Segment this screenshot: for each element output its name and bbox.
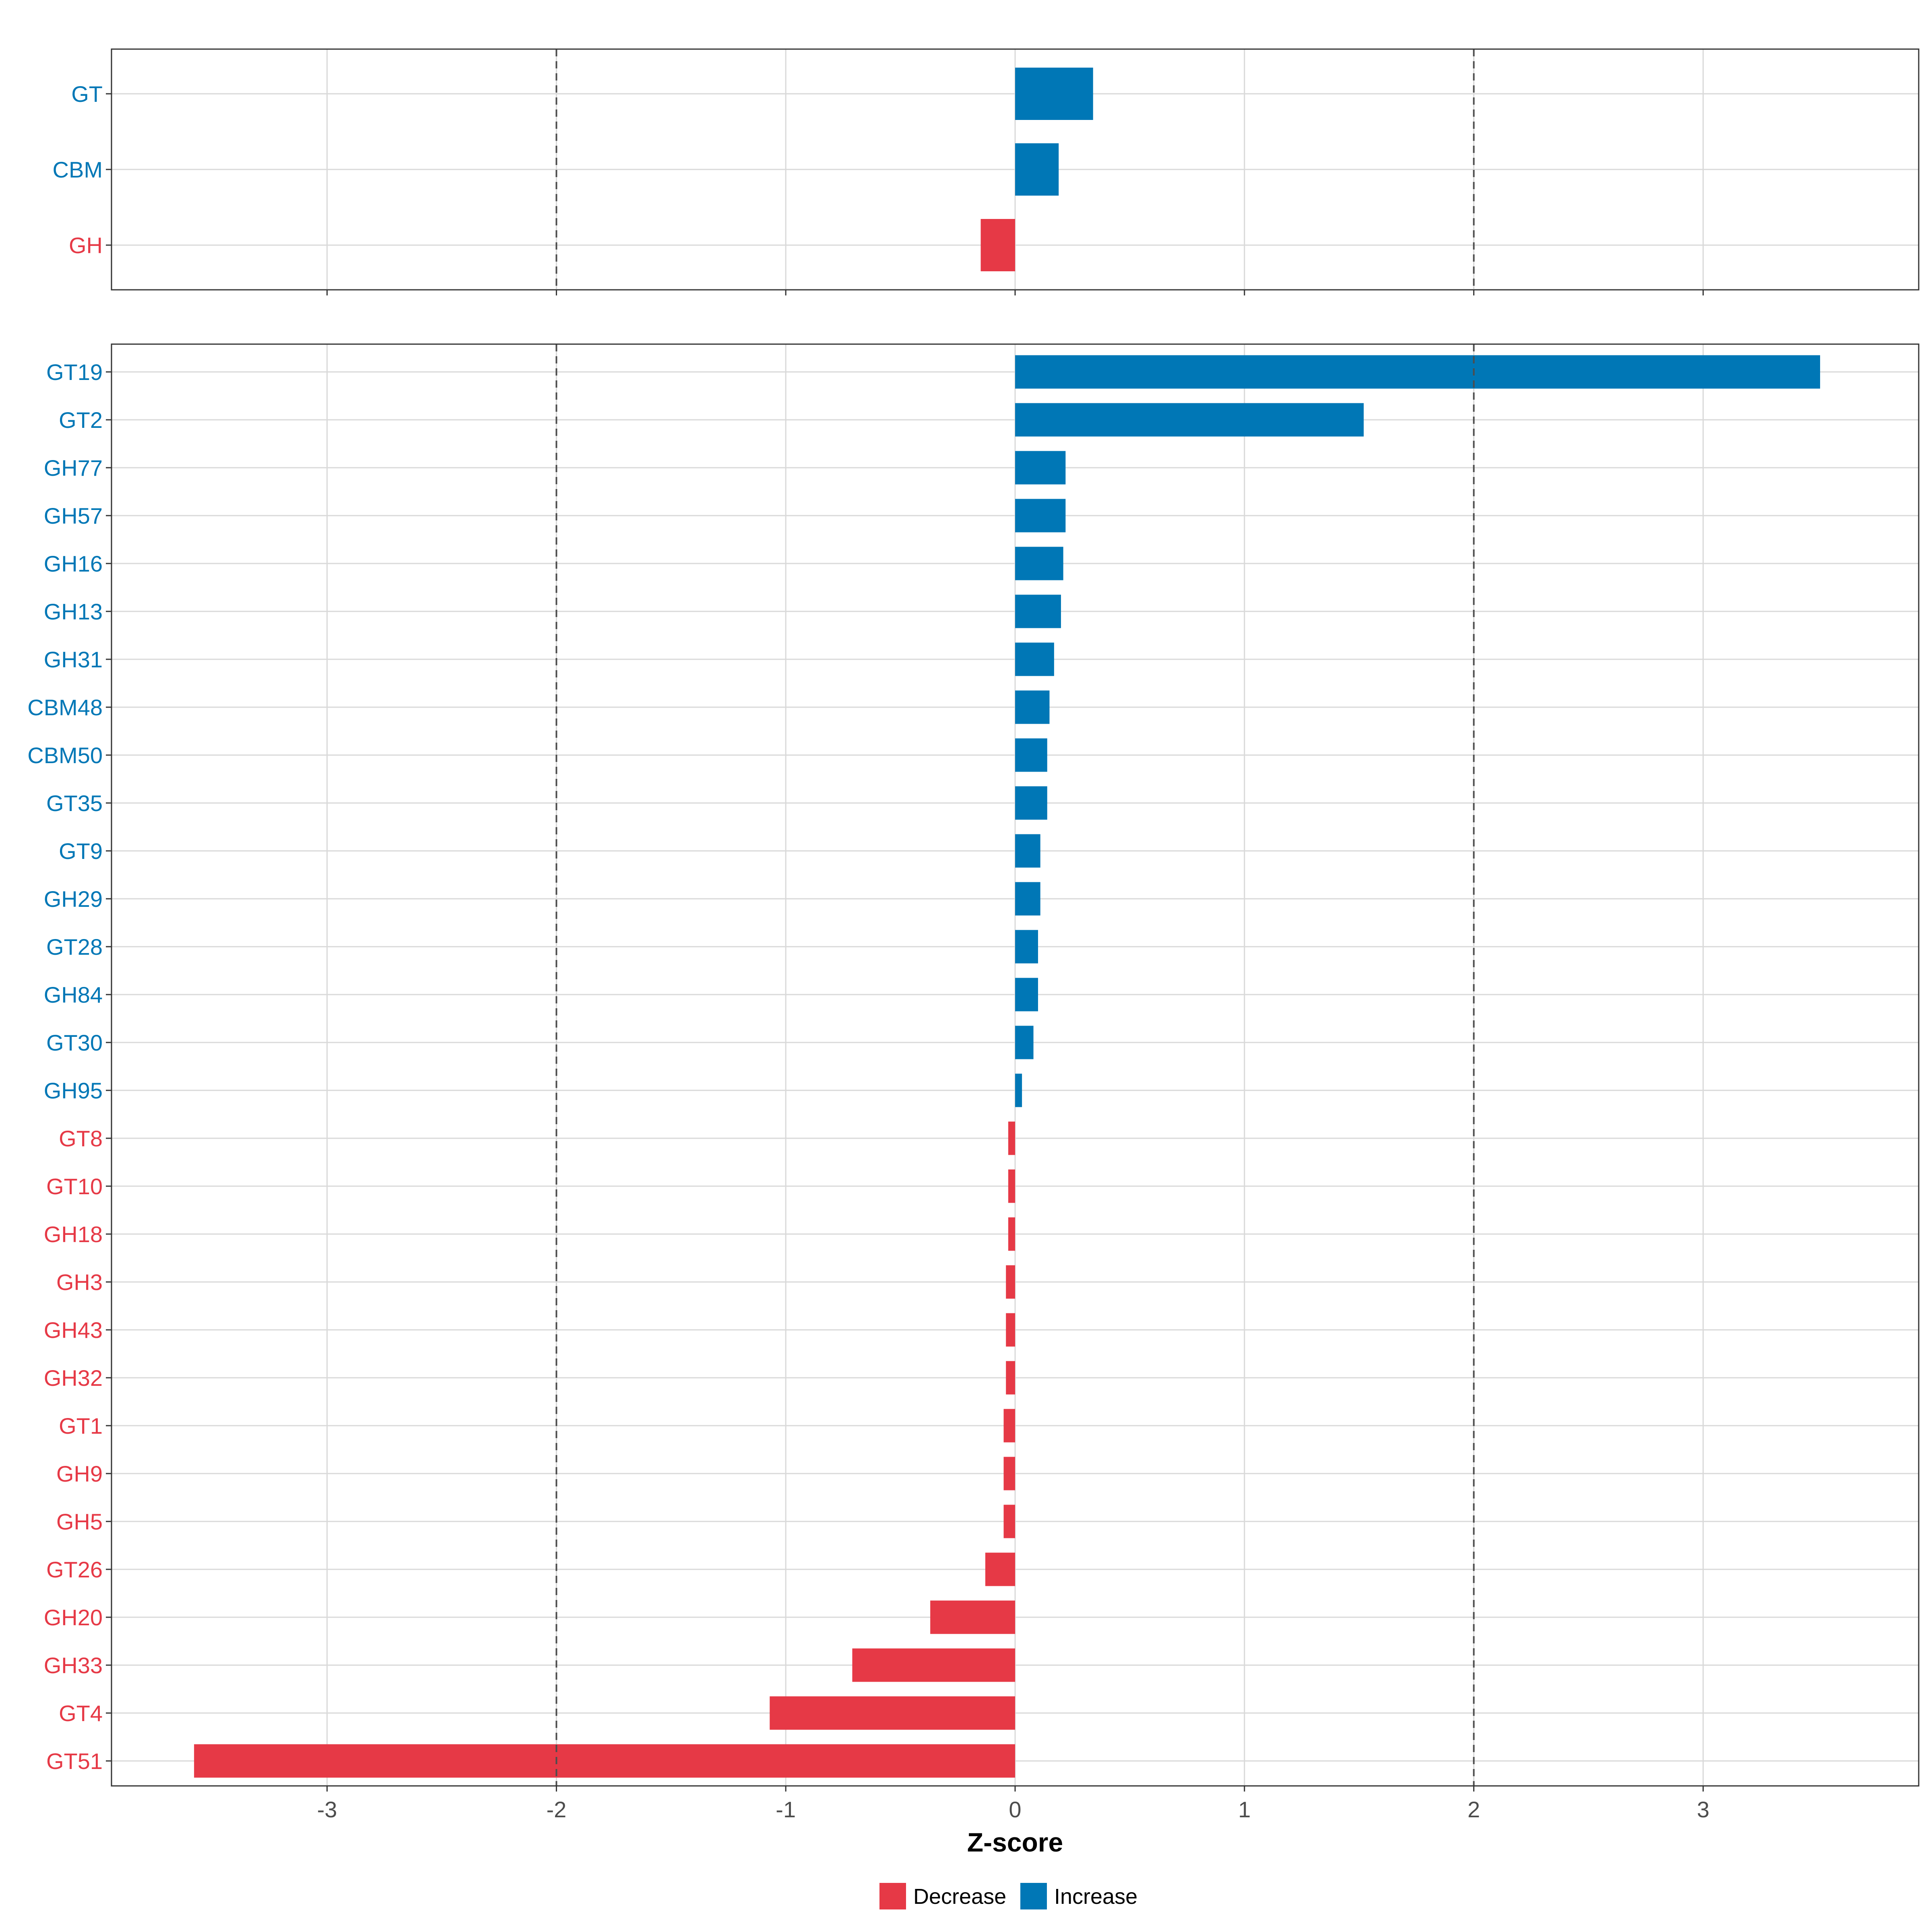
bar-CBM48 bbox=[1015, 690, 1050, 724]
bar-GT9 bbox=[1015, 834, 1040, 868]
bar-GH95 bbox=[1015, 1073, 1022, 1107]
bar-GH32 bbox=[1006, 1361, 1015, 1395]
bar-GH33 bbox=[852, 1648, 1015, 1682]
category-label: GH33 bbox=[44, 1653, 103, 1678]
bar-GT10 bbox=[1008, 1169, 1015, 1203]
category-label: CBM50 bbox=[27, 743, 103, 768]
category-label: GT19 bbox=[46, 359, 103, 385]
category-label: GT35 bbox=[46, 791, 103, 816]
category-label: GH16 bbox=[44, 551, 103, 576]
legend-key-decrease bbox=[879, 1883, 906, 1909]
x-axis-title: Z-score bbox=[967, 1827, 1063, 1857]
category-label: GT30 bbox=[46, 1030, 103, 1055]
bar-GH5 bbox=[1003, 1505, 1015, 1538]
category-label: GH9 bbox=[56, 1461, 103, 1486]
x-tick-label: 3 bbox=[1697, 1797, 1709, 1822]
x-tick-label: 1 bbox=[1238, 1797, 1251, 1822]
category-label: GT bbox=[71, 81, 103, 107]
category-label: GH57 bbox=[44, 503, 103, 528]
bar-GT8 bbox=[1008, 1121, 1015, 1155]
category-label: CBM bbox=[53, 157, 103, 182]
x-tick-label: -3 bbox=[317, 1797, 337, 1822]
bar-GT51 bbox=[194, 1744, 1015, 1778]
category-label: GH84 bbox=[44, 982, 103, 1007]
category-label: GT26 bbox=[46, 1557, 103, 1582]
category-label: GH3 bbox=[56, 1269, 103, 1295]
bar-GH57 bbox=[1015, 499, 1066, 533]
panel-2: GT19 GT2 GH77 GH57 GH16 GH13 GH31 CBM48 CBM50 GT3… bbox=[27, 343, 1920, 1792]
category-label: GH bbox=[69, 233, 103, 258]
x-tick-label: 0 bbox=[1009, 1797, 1021, 1822]
bar-GH18 bbox=[1008, 1217, 1015, 1251]
category-label: GH31 bbox=[44, 647, 103, 672]
bar-GT1 bbox=[1003, 1409, 1015, 1443]
category-label: GT1 bbox=[59, 1413, 103, 1439]
category-label: GT28 bbox=[46, 934, 103, 960]
bar-CBM bbox=[1015, 143, 1059, 196]
category-label: GT8 bbox=[59, 1126, 103, 1151]
bar-GT30 bbox=[1015, 1026, 1034, 1059]
legend: Decrease Increase bbox=[879, 1883, 1137, 1909]
category-label: GH43 bbox=[44, 1317, 103, 1343]
category-label: GH95 bbox=[44, 1078, 103, 1103]
category-label: GH29 bbox=[44, 886, 103, 912]
bar-GH13 bbox=[1015, 594, 1061, 628]
bar-CBM50 bbox=[1015, 738, 1047, 772]
category-label: GT10 bbox=[46, 1174, 103, 1199]
category-label: GH13 bbox=[44, 599, 103, 624]
category-label: GT9 bbox=[59, 838, 103, 864]
bar-GH29 bbox=[1015, 882, 1040, 916]
category-label: GH77 bbox=[44, 455, 103, 481]
bar-GH3 bbox=[1006, 1265, 1015, 1299]
category-label: GH32 bbox=[44, 1365, 103, 1391]
legend-label-increase: Increase bbox=[1054, 1885, 1137, 1909]
bar-GT35 bbox=[1015, 786, 1047, 820]
panels-layer: GT CBM GH GT19 GT2 GH77 GH57 GH16 GH13 GH31 CBM48 C… bbox=[27, 48, 1920, 1792]
legend-label-decrease: Decrease bbox=[913, 1885, 1006, 1909]
legend-key-increase bbox=[1020, 1883, 1047, 1909]
bar-GH9 bbox=[1003, 1457, 1015, 1490]
x-tick-label: 2 bbox=[1468, 1797, 1480, 1822]
bar-GT2 bbox=[1015, 403, 1364, 437]
x-tick-label: -1 bbox=[776, 1797, 796, 1822]
bar-GH20 bbox=[930, 1600, 1015, 1634]
bar-GH16 bbox=[1015, 547, 1063, 580]
panel-1: GT CBM GH bbox=[53, 48, 1920, 295]
bar-GH84 bbox=[1015, 978, 1038, 1011]
category-label: CBM48 bbox=[27, 695, 103, 720]
bar-GT4 bbox=[770, 1696, 1015, 1730]
category-label: GT2 bbox=[59, 407, 103, 433]
bar-GH77 bbox=[1015, 451, 1066, 485]
x-tick-label: -2 bbox=[547, 1797, 567, 1822]
bar-GT28 bbox=[1015, 930, 1038, 964]
category-label: GH5 bbox=[56, 1509, 103, 1534]
category-label: GH18 bbox=[44, 1222, 103, 1247]
x-axis: -3 -2 -1 0 1 2 3 bbox=[317, 1797, 1709, 1822]
bar-GT bbox=[1015, 68, 1093, 120]
bar-GT26 bbox=[985, 1552, 1015, 1586]
bar-GH31 bbox=[1015, 642, 1054, 676]
category-label: GT51 bbox=[46, 1748, 103, 1774]
bar-GH bbox=[980, 219, 1015, 271]
bar-GT19 bbox=[1015, 355, 1820, 389]
category-label: GH20 bbox=[44, 1605, 103, 1630]
bar-GH43 bbox=[1006, 1313, 1015, 1347]
category-label: GT4 bbox=[59, 1701, 103, 1726]
